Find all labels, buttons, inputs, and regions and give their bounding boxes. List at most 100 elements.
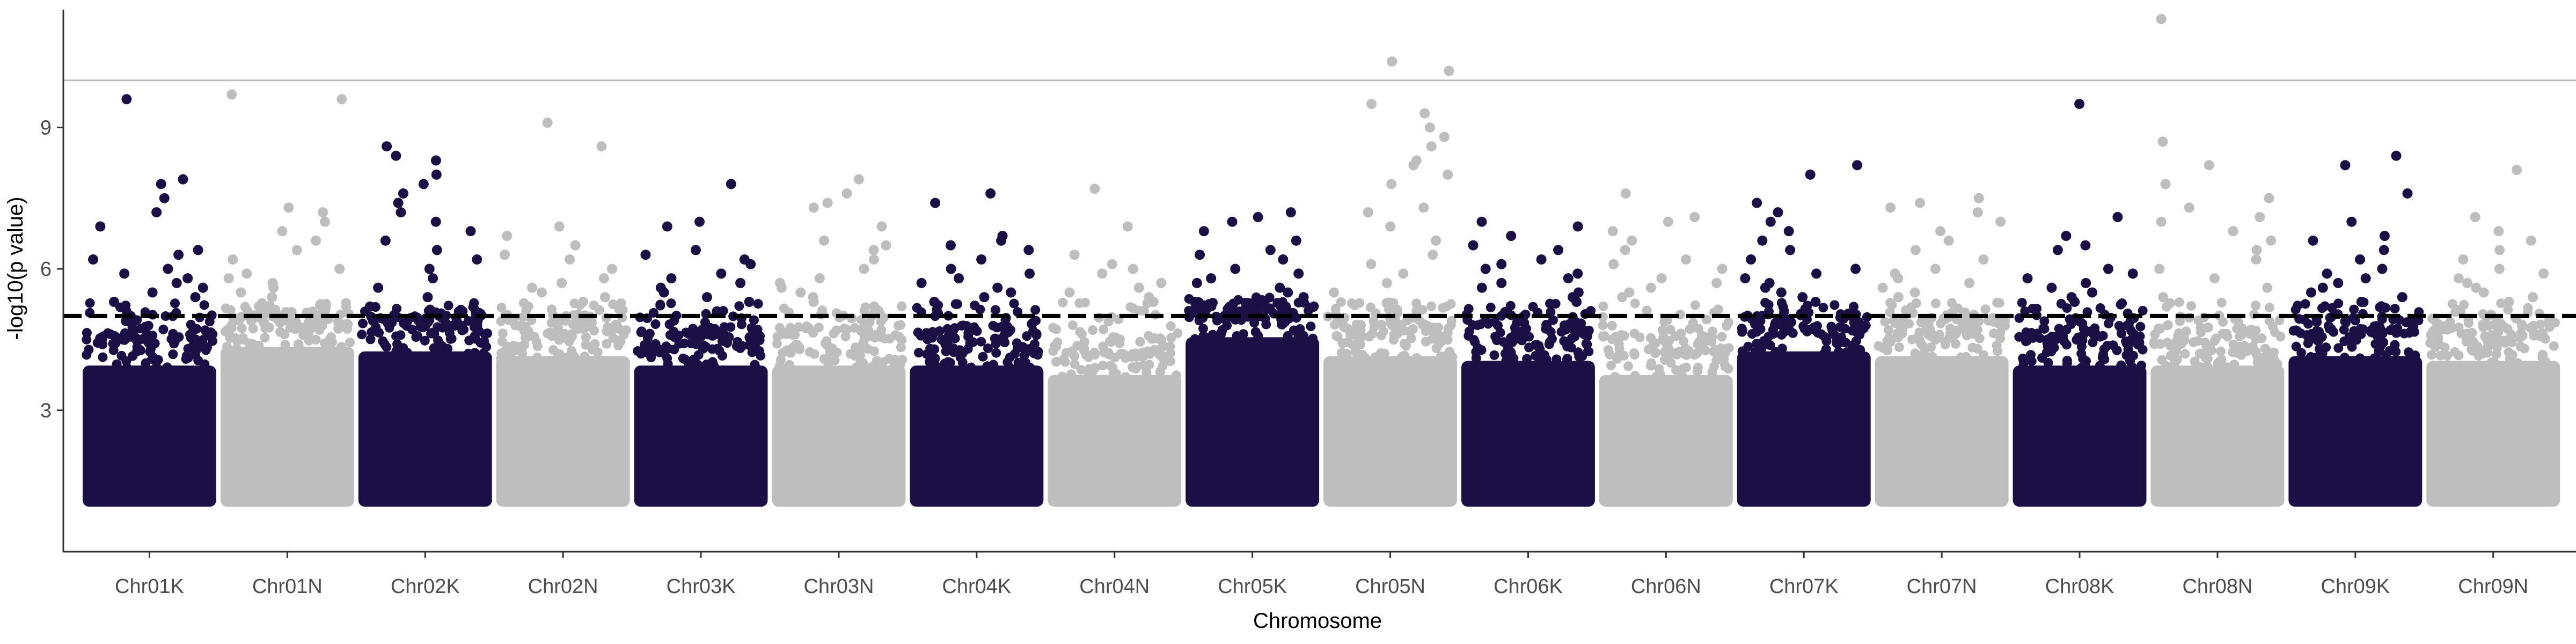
peak-point <box>178 174 188 185</box>
data-point <box>345 338 355 348</box>
data-point <box>2216 346 2226 356</box>
data-point <box>443 301 453 311</box>
peak-point <box>1607 226 1618 237</box>
data-point <box>2170 357 2180 368</box>
data-point <box>2174 328 2184 338</box>
data-point <box>2409 321 2419 332</box>
peak-point <box>1620 188 1631 199</box>
peak-point <box>173 250 184 260</box>
data-point <box>875 327 885 338</box>
data-point <box>976 336 986 347</box>
data-point <box>113 333 123 343</box>
data-point <box>1926 342 1936 352</box>
x-tick-label: Chr02N <box>528 575 598 598</box>
peak-point <box>1253 211 1263 222</box>
peak-point <box>2046 282 2057 293</box>
x-tick-label: Chr04K <box>942 575 1011 598</box>
data-point <box>1291 313 1301 323</box>
peak-point <box>396 207 406 218</box>
data-point <box>2291 341 2301 352</box>
data-point <box>1720 361 1730 371</box>
data-point <box>2035 333 2045 343</box>
x-tick-label: Chr03N <box>803 575 874 598</box>
data-point <box>1614 339 1624 349</box>
peak-point <box>267 292 277 303</box>
peak-point <box>88 254 99 265</box>
peak-point <box>1195 250 1205 260</box>
peak-point <box>2080 240 2091 251</box>
data-point <box>2293 301 2303 311</box>
data-point <box>2209 336 2220 346</box>
data-point <box>1400 350 1410 361</box>
data-point <box>2077 332 2087 342</box>
data-point <box>1849 302 1859 312</box>
data-point <box>940 339 950 349</box>
data-point <box>1623 361 1634 371</box>
peak-point <box>2069 297 2080 308</box>
series-chr05n <box>1323 56 1458 507</box>
peak-point <box>1285 207 1296 218</box>
data-point <box>2022 335 2032 346</box>
data-point <box>663 343 674 354</box>
data-point <box>1646 361 1656 371</box>
peak-point <box>1909 287 1920 298</box>
data-point <box>978 352 988 362</box>
peak-point <box>2504 297 2514 308</box>
data-point <box>2435 350 2446 361</box>
data-point <box>1855 345 1865 355</box>
data-point <box>294 340 304 350</box>
data-point <box>1880 317 1890 327</box>
data-point <box>358 318 368 328</box>
peak-point <box>1128 264 1138 274</box>
data-point <box>2135 321 2146 332</box>
data-point <box>1445 348 1455 358</box>
peak-point <box>2157 136 2168 147</box>
data-point <box>603 325 613 335</box>
data-point <box>1832 338 1842 348</box>
data-point <box>2426 350 2436 360</box>
data-point <box>1884 333 1894 343</box>
data-point <box>1962 331 1972 341</box>
data-point <box>1355 339 1365 349</box>
data-point <box>1834 347 1844 357</box>
data-point <box>2062 358 2072 369</box>
peak-point <box>1617 292 1628 303</box>
peak-point <box>1426 141 1437 152</box>
data-point <box>265 301 275 311</box>
data-point <box>2450 307 2461 317</box>
data-point <box>1337 338 1348 348</box>
data-point <box>411 332 421 342</box>
series-chr05k <box>1184 207 1320 507</box>
peak-point <box>1293 268 1304 279</box>
data-point <box>1929 330 1939 340</box>
peak-point <box>1785 245 1796 255</box>
data-point <box>1612 354 1622 364</box>
data-point <box>873 305 883 316</box>
point-bulk-chr09n <box>2426 361 2560 507</box>
peak-point <box>1760 282 1770 293</box>
data-point <box>913 327 923 338</box>
peak-point <box>2251 245 2262 255</box>
data-point <box>2433 333 2443 343</box>
data-point <box>840 332 851 342</box>
data-point <box>1874 341 1884 351</box>
data-point <box>2425 338 2435 348</box>
data-point <box>850 323 860 333</box>
peak-point <box>1298 292 1309 303</box>
peak-point <box>2478 287 2489 298</box>
data-point <box>1250 327 1261 337</box>
peak-point <box>1148 297 1159 308</box>
peak-point <box>2052 245 2063 255</box>
data-point <box>1670 348 1680 358</box>
data-point <box>2291 325 2301 335</box>
peak-point <box>2453 273 2464 284</box>
data-point <box>2099 354 2110 364</box>
data-point <box>295 322 305 332</box>
data-point <box>2482 343 2492 354</box>
data-point <box>2314 334 2324 345</box>
data-point <box>1171 370 1181 380</box>
peak-point <box>1156 277 1167 288</box>
data-point <box>2138 305 2148 316</box>
peak-point <box>537 287 547 298</box>
data-point <box>1464 326 1474 336</box>
